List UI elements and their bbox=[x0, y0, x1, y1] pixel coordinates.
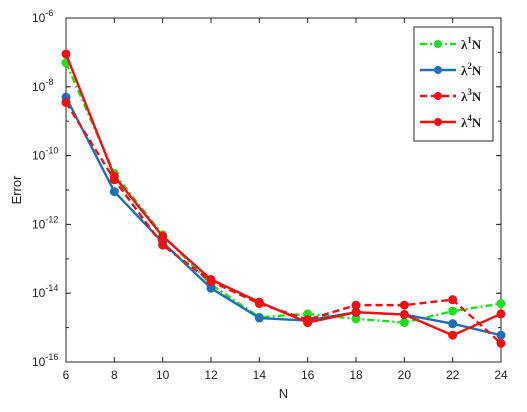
legend-suffix: N bbox=[472, 115, 482, 130]
legend-swatch-marker bbox=[434, 40, 442, 48]
x-tick-label: 22 bbox=[446, 368, 460, 382]
x-tick-label: 14 bbox=[253, 368, 267, 382]
y-tick-base: 10 bbox=[32, 217, 46, 231]
data-point bbox=[351, 307, 361, 317]
x-tick-label: 8 bbox=[111, 368, 118, 382]
x-tick-label: 16 bbox=[301, 368, 315, 382]
data-point bbox=[448, 319, 458, 329]
legend-superscript: 3 bbox=[467, 87, 472, 97]
data-point bbox=[158, 240, 168, 250]
data-point bbox=[109, 187, 119, 197]
legend-superscript: 1 bbox=[467, 35, 472, 45]
x-tick-label: 6 bbox=[63, 368, 70, 382]
legend-swatch-marker bbox=[434, 92, 442, 100]
legend-label: λ4N bbox=[461, 113, 482, 130]
legend-lambda: λ bbox=[461, 37, 468, 52]
data-point bbox=[448, 306, 458, 316]
data-point bbox=[399, 318, 409, 328]
data-point bbox=[61, 49, 71, 59]
y-tick-label: 10-10 bbox=[32, 146, 58, 163]
y-tick-label: 10-12 bbox=[32, 214, 58, 231]
data-point bbox=[158, 231, 168, 241]
y-tick-label: 10-14 bbox=[32, 283, 58, 300]
data-point bbox=[496, 338, 506, 348]
x-axis-label: N bbox=[279, 386, 288, 401]
data-point bbox=[448, 330, 458, 340]
y-tick-base: 10 bbox=[32, 286, 46, 300]
legend-label: λ1N bbox=[461, 35, 482, 52]
y-tick-base: 10 bbox=[32, 11, 46, 25]
data-point bbox=[496, 309, 506, 319]
series-line bbox=[64, 96, 502, 337]
legend-item: λ4N bbox=[420, 113, 482, 130]
legend-lambda: λ bbox=[461, 115, 468, 130]
data-point bbox=[303, 318, 313, 328]
axis-ticks: 6 8 10 12 14 16 18 20 22 2410-1610-1410-1210-1010… bbox=[32, 8, 508, 382]
y-tick-label: 10-16 bbox=[32, 352, 58, 369]
legend-suffix: N bbox=[472, 89, 482, 104]
y-tick-base: 10 bbox=[32, 355, 46, 369]
y-tick-exponent: -14 bbox=[45, 283, 58, 293]
legend-lambda: λ bbox=[461, 63, 468, 78]
data-point bbox=[254, 297, 264, 307]
data-point bbox=[109, 171, 119, 181]
x-tick-label: 20 bbox=[398, 368, 412, 382]
series-line bbox=[64, 53, 502, 337]
y-tick-base: 10 bbox=[32, 80, 46, 94]
legend-lambda: λ bbox=[461, 89, 468, 104]
data-point bbox=[399, 310, 409, 320]
x-tick-label: 12 bbox=[204, 368, 218, 382]
y-tick-exponent: -12 bbox=[45, 214, 58, 224]
x-tick-label: 24 bbox=[494, 368, 508, 382]
y-tick-exponent: -8 bbox=[45, 77, 53, 87]
legend-suffix: N bbox=[472, 63, 482, 78]
y-tick-label: 10-8 bbox=[32, 77, 53, 94]
x-tick-label: 10 bbox=[156, 368, 170, 382]
legend-item: λ1N bbox=[420, 35, 482, 52]
data-point bbox=[254, 313, 264, 323]
y-axis-label: Error bbox=[9, 175, 24, 205]
y-tick-exponent: -16 bbox=[45, 352, 58, 362]
legend-suffix: N bbox=[472, 37, 482, 52]
legend-superscript: 4 bbox=[467, 113, 472, 123]
x-tick-label: 18 bbox=[349, 368, 363, 382]
y-tick-exponent: -10 bbox=[45, 146, 58, 156]
legend-swatch-marker bbox=[434, 66, 442, 74]
legend-label: λ2N bbox=[461, 61, 482, 78]
series-line bbox=[64, 62, 502, 324]
legend-superscript: 2 bbox=[467, 61, 472, 71]
data-point bbox=[61, 97, 71, 107]
legend-item: λ3N bbox=[420, 87, 482, 104]
y-tick-base: 10 bbox=[32, 149, 46, 163]
data-point bbox=[399, 300, 409, 310]
data-point bbox=[206, 275, 216, 285]
data-point bbox=[448, 295, 458, 305]
data-point bbox=[496, 330, 506, 340]
series-4 bbox=[61, 49, 506, 340]
y-tick-label: 10-6 bbox=[32, 8, 53, 25]
data-point bbox=[496, 299, 506, 309]
series-layer bbox=[61, 49, 506, 348]
y-tick-exponent: -6 bbox=[45, 8, 53, 18]
legend-swatch-marker bbox=[434, 118, 442, 126]
legend-item: λ2N bbox=[420, 61, 482, 78]
legend-label: λ3N bbox=[461, 87, 482, 104]
